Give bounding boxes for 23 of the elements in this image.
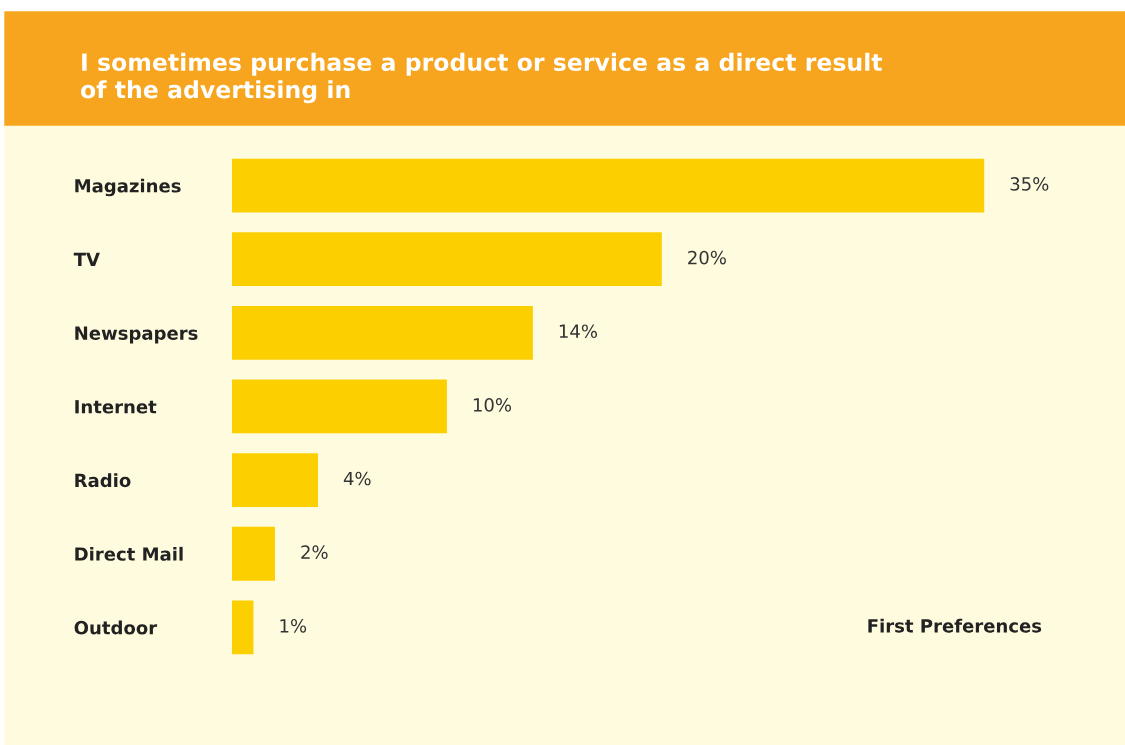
annotation: First Preferences <box>868 618 1042 633</box>
bar <box>232 379 447 434</box>
y-tick-label: TV <box>73 252 100 267</box>
bar <box>232 305 533 360</box>
data-label: 35% <box>1010 177 1049 191</box>
y-tick-label: Radio <box>75 473 131 488</box>
bar <box>232 600 254 655</box>
data-label: 14% <box>559 324 598 339</box>
y-tick-label: Internet <box>75 400 157 414</box>
bar <box>232 453 318 507</box>
y-tick-label: Magazines <box>75 178 181 197</box>
y-tick-label: Outdoor <box>74 620 158 635</box>
bar <box>232 232 662 287</box>
y-tick-label: Direct Mail <box>75 546 183 561</box>
bar <box>232 158 985 213</box>
y-tick-label: Newspapers <box>75 326 198 344</box>
data-label: 4% <box>343 471 371 486</box>
data-label: 20% <box>688 250 726 265</box>
data-label: 1% <box>280 618 307 633</box>
bar <box>232 526 275 581</box>
chart-title: I sometimes purchase a product or service as a direct result of the advertising in <box>81 52 883 104</box>
data-label: 10% <box>473 398 512 412</box>
data-label: 2% <box>301 545 328 559</box>
